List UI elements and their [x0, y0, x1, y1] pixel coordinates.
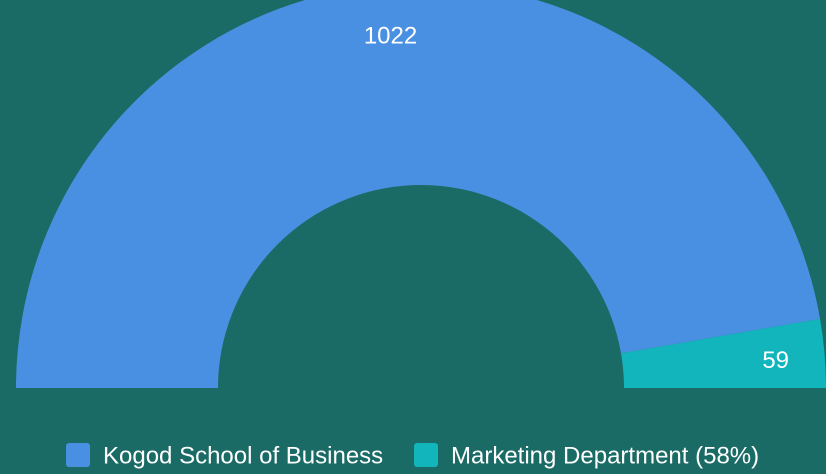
legend-label: Kogod School of Business — [103, 442, 383, 469]
slice — [16, 0, 821, 388]
slice — [621, 318, 826, 388]
legend-swatch — [66, 443, 90, 467]
data-label: 1022 — [364, 23, 417, 50]
data-label: 59 — [762, 347, 789, 374]
legend-swatch — [414, 443, 438, 467]
legend-label: Marketing Department (58%) — [451, 442, 759, 469]
